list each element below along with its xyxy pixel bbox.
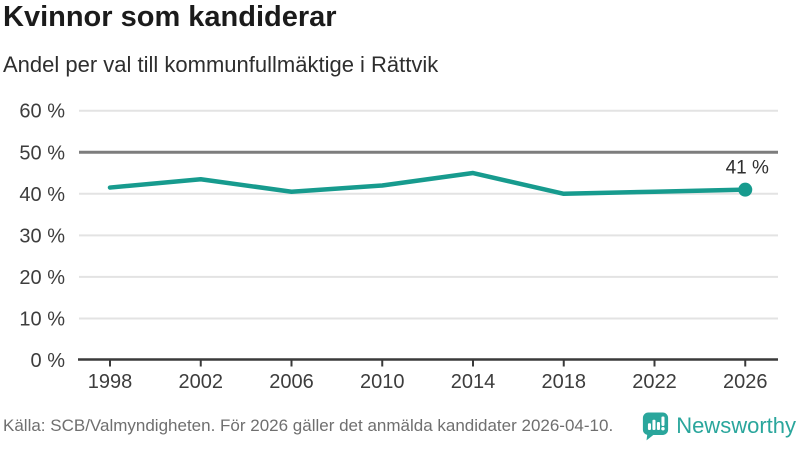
x-tick-label: 2002 <box>179 371 224 393</box>
bar-chart-glyph <box>648 416 665 431</box>
footer: Källa: SCB/Valmyndigheten. För 2026 gäll… <box>3 406 796 446</box>
page-title: Kvinnor som kandiderar <box>3 1 337 33</box>
data-line <box>107 170 748 197</box>
x-tick-label: 2022 <box>632 371 677 393</box>
x-tick-label: 2018 <box>542 371 587 393</box>
y-tick-label: 30 % <box>19 225 65 247</box>
newsworthy-logo-icon <box>643 412 669 441</box>
newsworthy-wordmark: Newsworthy <box>676 413 796 438</box>
x-tick-label: 1998 <box>88 371 133 393</box>
x-tick-label: 2026 <box>723 371 768 393</box>
y-tick-label: 40 % <box>19 184 65 206</box>
y-tick-label: 20 % <box>19 267 65 289</box>
y-tick-label: 10 % <box>19 308 65 330</box>
source-note: Källa: SCB/Valmyndigheten. För 2026 gäll… <box>3 416 614 435</box>
y-tick-label: 60 % <box>19 101 65 123</box>
x-tick-label: 2006 <box>269 371 314 393</box>
chart-subtitle: Andel per val till kommunfullmäktige i R… <box>3 52 439 77</box>
end-point-dot <box>738 182 753 197</box>
end-point-label: 41 % <box>726 158 769 179</box>
x-tick-label: 2010 <box>360 371 405 393</box>
y-tick-label: 0 % <box>31 350 66 372</box>
y-tick-label: 50 % <box>19 142 65 164</box>
x-tick-label: 2014 <box>451 371 496 393</box>
newsworthy-logo: Newsworthy <box>642 411 796 441</box>
